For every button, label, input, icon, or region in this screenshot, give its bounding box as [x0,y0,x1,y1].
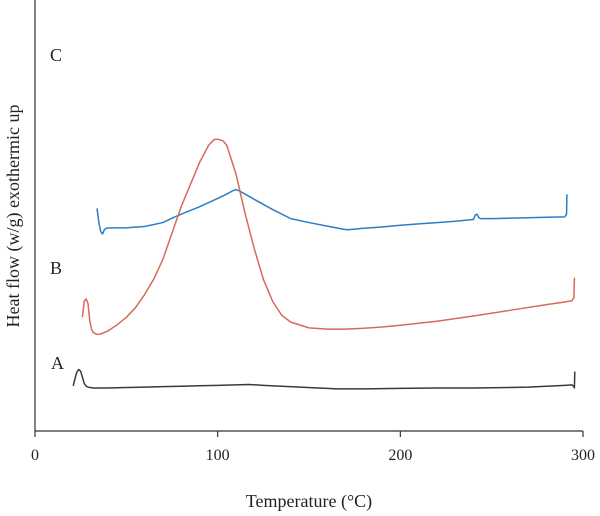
x-tick-label: 100 [206,447,230,464]
curve-label-b: B [50,258,62,278]
series-line-c [96,188,568,235]
series-line-a [72,368,576,390]
series-line-b [81,138,576,336]
series-layer [72,138,576,390]
labels-layer: 0 100 200 300 Temperature (°C) Heat flow (w/g… [3,45,595,512]
curve-label-a: A [51,353,64,373]
x-axis-title: Temperature (°C) [246,491,372,512]
x-tick-label: 300 [571,447,595,464]
curve-label-c: C [50,45,62,65]
x-tick-label: 0 [31,447,39,464]
y-axis-title: Heat flow (w/g) exothermic up [3,105,24,328]
x-tick-label: 200 [388,447,412,464]
axes [34,0,584,437]
